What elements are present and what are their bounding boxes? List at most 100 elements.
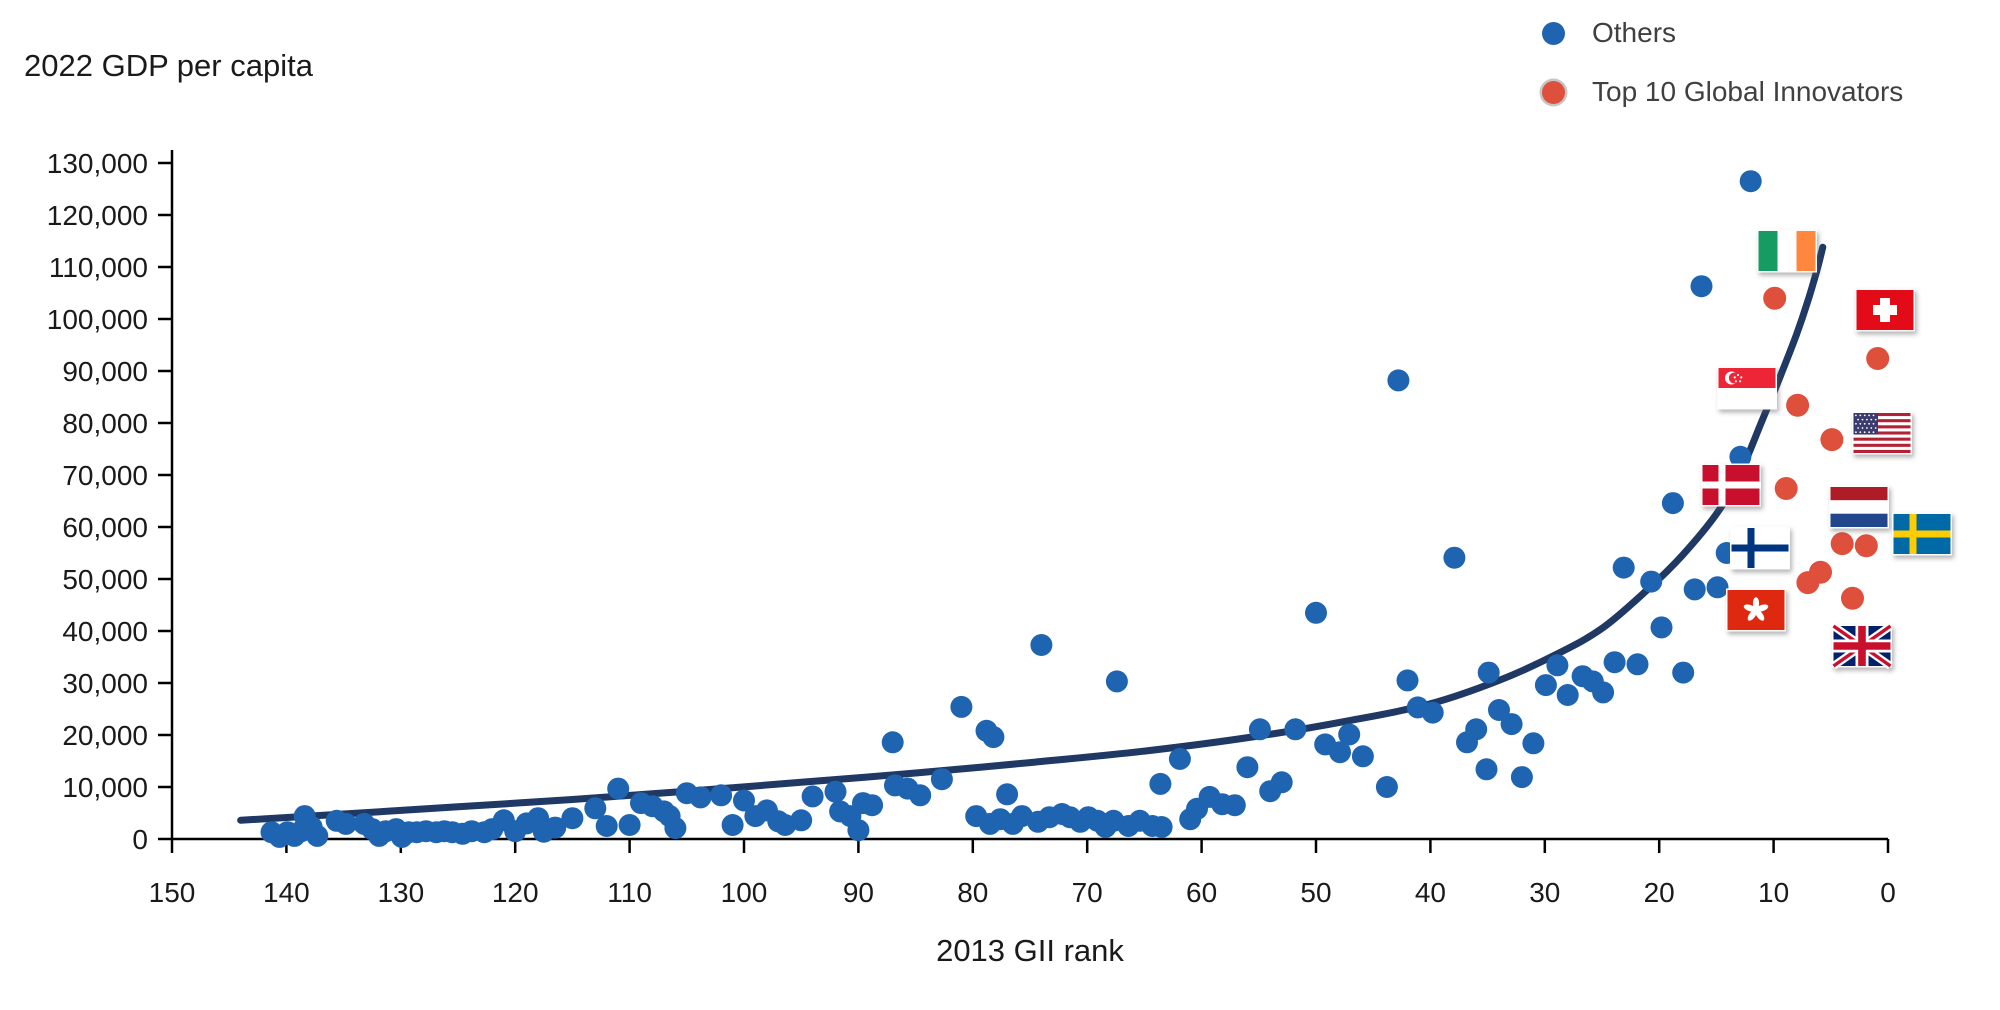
- scatter-point-others: [1338, 723, 1361, 746]
- scatter-point-others: [1510, 766, 1533, 789]
- scatter-point-others: [1661, 492, 1684, 515]
- x-tick-label: 50: [1300, 877, 1331, 908]
- scatter-point-others: [790, 809, 813, 832]
- scatter-point-others: [1421, 701, 1444, 724]
- x-tick-label: 10: [1758, 877, 1789, 908]
- scatter-point-others: [544, 816, 567, 839]
- top10-marker-icon: [1542, 80, 1565, 104]
- x-tick-label: 150: [149, 877, 196, 908]
- scatter-point-top10-ireland: [1763, 286, 1787, 310]
- scatter-point-others: [1351, 745, 1374, 768]
- y-tick-label: 70,000: [62, 460, 148, 491]
- scatter-point-top10-hong-kong: [1796, 571, 1820, 595]
- scatter-point-others: [306, 824, 329, 847]
- scatter-point-others: [930, 768, 953, 791]
- flag-united-states-icon: [1852, 411, 1912, 455]
- scatter-point-others: [1706, 576, 1729, 599]
- scatter-point-others: [1168, 747, 1191, 770]
- scatter-point-others: [1150, 816, 1173, 838]
- scatter-point-others: [664, 817, 687, 840]
- scatter-point-others: [1534, 674, 1557, 697]
- scatter-point-others: [824, 780, 847, 803]
- scatter-point-others: [1270, 771, 1293, 794]
- scatter-point-others: [1248, 718, 1271, 741]
- scatter-point-top10-singapore: [1786, 393, 1810, 417]
- x-tick-label: 0: [1880, 877, 1896, 908]
- scatter-point-others: [1500, 713, 1523, 736]
- scatter-point-others: [1739, 170, 1762, 193]
- x-tick-label: 100: [721, 877, 768, 908]
- x-tick-label: 90: [843, 877, 874, 908]
- scatter-point-others: [1305, 601, 1327, 624]
- scatter-point-others: [561, 807, 584, 830]
- flag-united-kingdom-icon: [1831, 622, 1893, 670]
- x-tick-label: 60: [1186, 877, 1217, 908]
- flag-switzerland-icon: [1855, 288, 1915, 332]
- flag-netherlands-icon: [1829, 485, 1889, 529]
- scatter-point-others: [1375, 776, 1398, 798]
- y-tick-label: 20,000: [62, 720, 148, 751]
- scatter-point-top10-united-states: [1820, 428, 1844, 452]
- legend-item-top10: Top 10 Global Innovators: [1542, 75, 1903, 109]
- scatter-point-others: [1477, 661, 1500, 684]
- scatter-point-others: [733, 789, 755, 812]
- y-tick-label: 80,000: [62, 408, 148, 439]
- scatter-point-others: [1683, 578, 1706, 601]
- scatter-point-others: [689, 786, 712, 809]
- scatter-point-others: [334, 812, 357, 835]
- scatter-point-others: [801, 785, 824, 808]
- scatter-point-others: [847, 819, 870, 842]
- y-tick-label: 40,000: [62, 616, 148, 647]
- scatter-point-others: [1612, 556, 1635, 579]
- scatter-point-others: [1465, 718, 1488, 741]
- x-tick-label: 20: [1644, 877, 1675, 908]
- y-tick-label: 60,000: [62, 512, 148, 543]
- flag-sweden-icon: [1892, 512, 1952, 556]
- x-tick-label: 120: [492, 877, 539, 908]
- chart-title: 2022 GDP per capita: [24, 48, 313, 83]
- legend-label-top10: Top 10 Global Innovators: [1592, 76, 1904, 107]
- scatter-point-others: [1284, 718, 1307, 741]
- scatter-point-others: [1105, 670, 1128, 693]
- scatter-point-others: [618, 814, 641, 836]
- scatter-point-others: [721, 814, 744, 836]
- scatter-point-others: [950, 695, 973, 718]
- scatter-point-top10-united-kingdom: [1841, 586, 1864, 610]
- scatter-point-others: [1640, 570, 1663, 593]
- scatter-point-others: [881, 731, 904, 754]
- scatter-point-others: [607, 777, 630, 800]
- others-marker-icon: [1542, 21, 1565, 45]
- flag-ireland-icon: [1757, 229, 1817, 273]
- x-tick-label: 30: [1529, 877, 1560, 908]
- scatter-point-others: [1223, 794, 1246, 817]
- scatter-point-others: [1690, 275, 1713, 298]
- y-tick-label: 130,000: [47, 148, 148, 179]
- scatter-point-top10-netherlands: [1830, 532, 1854, 556]
- scatter-point-others: [996, 783, 1019, 806]
- scatter-point-others: [595, 815, 618, 837]
- scatter-point-others: [1650, 616, 1673, 639]
- x-tick-label: 140: [263, 877, 310, 908]
- flag-finland-icon: [1730, 526, 1790, 570]
- scatter-point-others: [1030, 634, 1053, 656]
- scatter-point-others: [1626, 653, 1649, 676]
- legend-item-others: Others: [1542, 16, 1903, 50]
- x-axis-title: 2013 GII rank: [936, 933, 1124, 968]
- scatter-point-others: [982, 726, 1005, 749]
- scatter-point-others: [1236, 756, 1259, 779]
- legend-label-others: Others: [1592, 17, 1677, 48]
- scatter-point-others: [1387, 369, 1410, 392]
- y-tick-label: 90,000: [62, 356, 148, 387]
- scatter-point-top10-denmark: [1774, 477, 1798, 500]
- y-tick-label: 120,000: [47, 200, 148, 231]
- scatter-point-others: [1546, 654, 1569, 677]
- x-tick-label: 130: [377, 877, 424, 908]
- y-tick-label: 110,000: [49, 252, 148, 283]
- scatter-point-others: [1443, 546, 1466, 569]
- scatter-point-others: [1149, 772, 1172, 795]
- x-tick-label: 40: [1415, 877, 1446, 908]
- scatter-point-others: [1592, 681, 1615, 704]
- x-tick-label: 110: [607, 877, 652, 908]
